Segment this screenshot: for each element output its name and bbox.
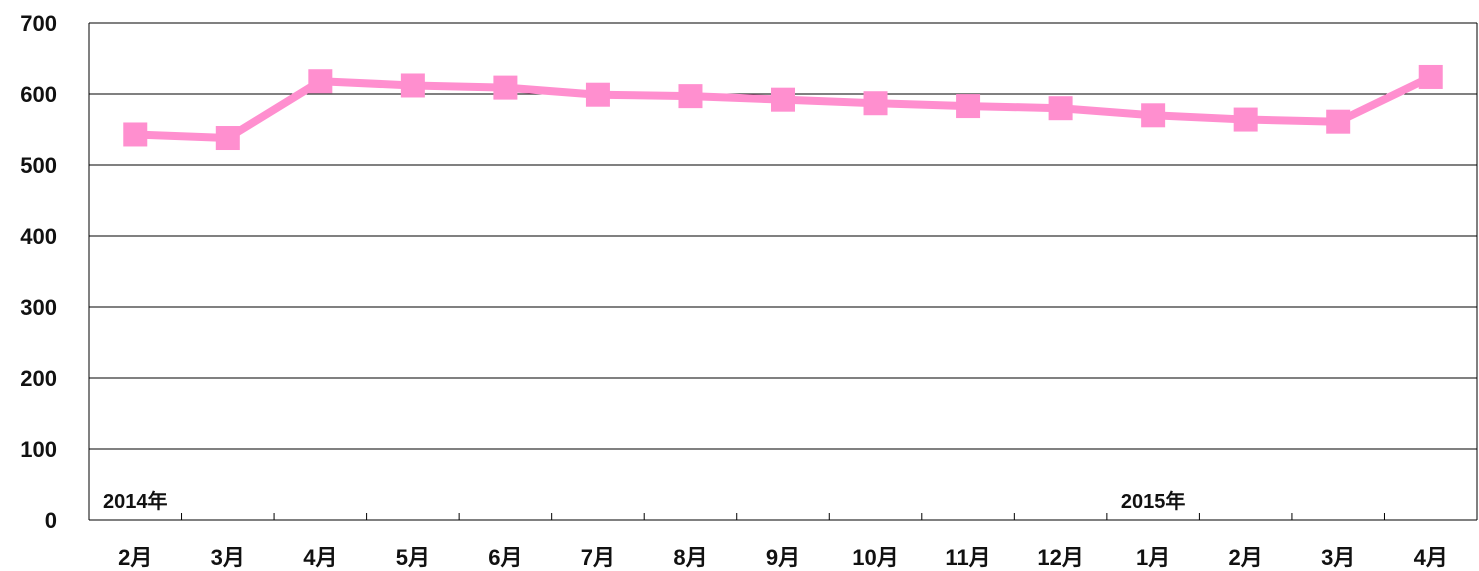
data-point-marker [308,69,333,94]
data-point-marker [1418,64,1443,89]
axes [88,23,1478,521]
x-tick-label: 3月 [211,545,245,570]
data-point-marker [1233,107,1258,132]
x-tick-label: 4月 [303,545,337,570]
y-tick-label: 100 [20,437,57,462]
y-tick-label: 400 [20,224,57,249]
year-label: 2014年 [103,489,168,513]
x-tick-label: 7月 [581,545,615,570]
x-tick-label: 2月 [118,545,152,570]
x-tick-label: 5月 [396,545,430,570]
data-point-marker [585,82,610,107]
y-tick-label: 700 [20,11,57,36]
data-point-marker [863,91,888,116]
y-tick-label: 600 [20,82,57,107]
x-tick-label: 9月 [766,545,800,570]
x-tick-label: 6月 [488,545,522,570]
x-tick-labels: 2月 3月 4月 5月 6月 7月 8月 9月 10月 11月 12月 1月 2月 3月 4月 [118,545,1448,570]
x-tick-label: 12月 [1037,545,1083,570]
data-point-marker [678,84,703,109]
y-tick-label: 500 [20,153,57,178]
data-point-marker [1141,103,1166,128]
y-tick-label: 200 [20,366,57,391]
data-point-marker [1048,96,1073,121]
y-tick-label: 300 [20,295,57,320]
x-tick-label: 11月 [945,545,990,570]
data-point-marker [771,87,795,112]
y-tick-label: 0 [45,508,57,533]
x-tick-label: 8月 [673,545,707,570]
year-labels: 2014年 2015年 [103,489,1185,513]
year-label: 2015年 [1121,489,1186,513]
data-point-marker [215,126,240,151]
x-tick-label: 4月 [1414,545,1448,570]
y-tick-labels: 0 100 200 300 400 500 600 700 [20,11,57,533]
x-tick-label: 1月 [1136,545,1170,570]
data-point-marker [1326,109,1351,134]
series [123,64,1443,151]
data-point-marker [956,94,981,119]
data-point-marker [493,75,518,100]
gridlines [89,22,1477,450]
x-tick-label: 10月 [852,545,898,570]
data-point-marker [400,73,425,98]
x-tick-label: 2月 [1229,545,1263,570]
data-point-marker [123,122,148,147]
x-tick-label: 3月 [1321,545,1355,570]
